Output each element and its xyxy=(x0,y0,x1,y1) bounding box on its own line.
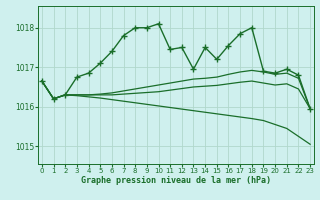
X-axis label: Graphe pression niveau de la mer (hPa): Graphe pression niveau de la mer (hPa) xyxy=(81,176,271,185)
